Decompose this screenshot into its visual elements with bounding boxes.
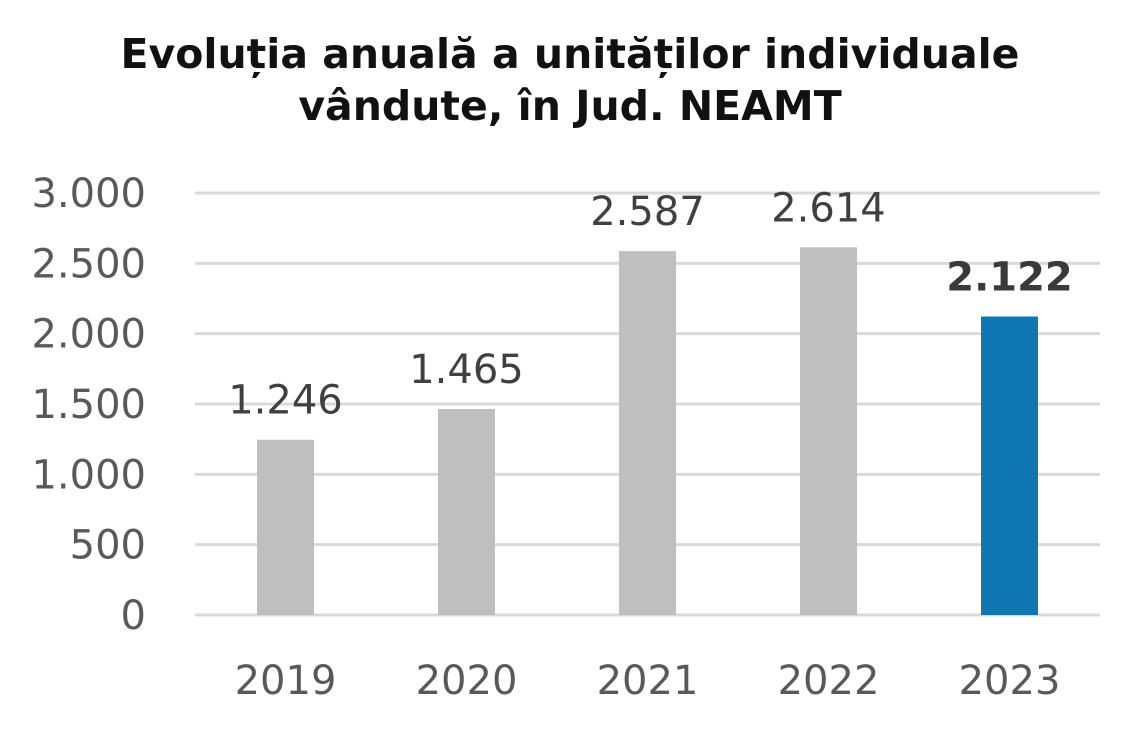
bar-2022 bbox=[800, 247, 857, 615]
y-tick-label-3000: 3.000 bbox=[31, 171, 146, 217]
bar-2019 bbox=[257, 439, 314, 615]
x-tick-label-2019: 2019 bbox=[235, 658, 337, 704]
y-tick-label-2000: 2.000 bbox=[31, 312, 146, 358]
y-tick-label-1500: 1.500 bbox=[31, 382, 146, 428]
chart-title-line-1: Evoluția anuală a unităților individuale bbox=[120, 30, 1020, 78]
data-label-2020: 1.465 bbox=[409, 347, 524, 393]
x-axis-category-labels: 2019 2020 2021 2022 2023 bbox=[235, 658, 1061, 704]
data-label-2023: 2.122 bbox=[946, 255, 1073, 301]
bars bbox=[257, 247, 1038, 615]
y-tick-label-2500: 2.500 bbox=[31, 241, 146, 287]
bar-2021 bbox=[619, 251, 676, 615]
x-tick-label-2022: 2022 bbox=[778, 658, 880, 704]
y-tick-label-500: 500 bbox=[70, 523, 146, 569]
y-tick-label-1000: 1.000 bbox=[31, 452, 146, 498]
data-label-2022: 2.614 bbox=[771, 185, 886, 231]
x-tick-label-2020: 2020 bbox=[416, 658, 518, 704]
data-label-2021: 2.587 bbox=[590, 189, 705, 235]
x-tick-label-2023: 2023 bbox=[959, 658, 1061, 704]
data-labels: 1.246 1.465 2.587 2.614 2.122 bbox=[228, 185, 1073, 423]
y-tick-label-0: 0 bbox=[121, 593, 146, 639]
x-tick-label-2021: 2021 bbox=[597, 658, 699, 704]
bar-2023 bbox=[981, 316, 1038, 615]
chart-title: Evoluția anuală a unităților individuale… bbox=[0, 28, 1134, 132]
data-label-2019: 1.246 bbox=[228, 378, 343, 424]
bar-2020 bbox=[438, 408, 495, 615]
y-axis-tick-labels: 0 500 1.000 1.500 2.000 2.500 3.000 bbox=[31, 171, 146, 639]
chart-title-line-2: vândute, în Jud. NEAMT bbox=[298, 82, 842, 130]
